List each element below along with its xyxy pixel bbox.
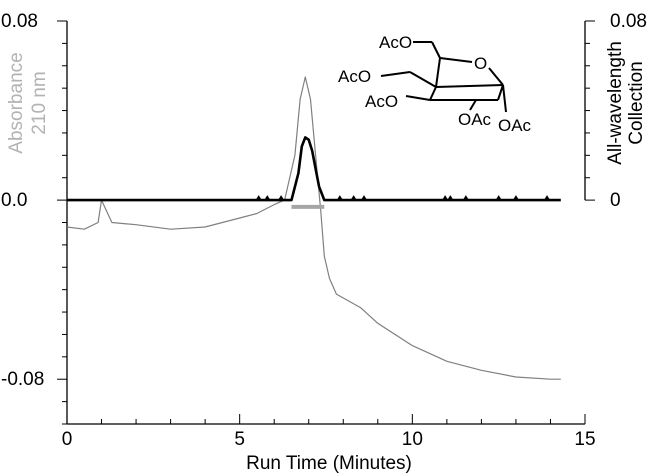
molecule-structure bbox=[380, 41, 507, 113]
bond-c5-o bbox=[439, 57, 473, 63]
y-right-axis-title-line1: All-wavelength bbox=[605, 41, 626, 165]
baseline-marker bbox=[544, 195, 550, 200]
bond-aco-left bbox=[380, 71, 411, 77]
baseline-marker bbox=[278, 195, 284, 200]
label-oac-1: OAc bbox=[458, 110, 492, 129]
label-aco-top: AcO bbox=[379, 33, 412, 52]
y-left-tick-label: -0.08 bbox=[1, 369, 44, 390]
y-right-tick-label: 0 bbox=[610, 190, 621, 211]
baseline-marker bbox=[337, 195, 343, 200]
baseline-marker bbox=[361, 195, 367, 200]
label-ring-o: O bbox=[474, 54, 487, 73]
marker-group bbox=[256, 195, 550, 200]
x-tick-label: 15 bbox=[574, 429, 595, 450]
x-tick-label: 5 bbox=[234, 429, 245, 450]
baseline-marker bbox=[442, 195, 448, 200]
bond-aco-bottom bbox=[405, 95, 431, 101]
bond-c4-c3 bbox=[429, 86, 437, 101]
x-axis-title: Run Time (Minutes) bbox=[246, 453, 412, 473]
y-left-axis-title-line2: 210 nm bbox=[29, 71, 50, 134]
bond-c5-c4 bbox=[435, 57, 441, 88]
absorbance-line bbox=[66, 76, 561, 380]
x-tick-label: 0 bbox=[62, 429, 73, 450]
label-aco-bottom: AcO bbox=[365, 92, 398, 111]
baseline-marker bbox=[264, 195, 270, 200]
collection-line bbox=[67, 136, 561, 202]
y-left-axis-title-line1: Absorbance bbox=[6, 52, 27, 153]
bond-c1-oac bbox=[502, 84, 507, 113]
baseline-marker bbox=[447, 195, 453, 200]
y-right-tick-label: 0.08 bbox=[610, 11, 647, 32]
ticks-group: 0 5 10 15 0.08 0.0 -0.08 0.08 0 bbox=[1, 11, 647, 450]
label-oac-2: OAc bbox=[498, 116, 532, 135]
bond-left-c4 bbox=[409, 71, 437, 88]
y-right-axis-title-line2: Collection bbox=[626, 61, 647, 144]
baseline-marker bbox=[513, 195, 519, 200]
y-left-tick-label: 0.08 bbox=[1, 11, 38, 32]
axes-group bbox=[66, 21, 586, 425]
label-aco-left: AcO bbox=[338, 67, 371, 86]
bond-c4-c1-back bbox=[435, 84, 504, 88]
baseline-marker bbox=[351, 195, 357, 200]
y-left-tick-label: 0.0 bbox=[1, 190, 27, 211]
x-tick-label: 10 bbox=[402, 429, 423, 450]
baseline-marker bbox=[256, 195, 262, 200]
baseline-marker bbox=[463, 195, 469, 200]
bond-c2-oac bbox=[469, 99, 477, 111]
baseline-marker bbox=[496, 195, 502, 200]
bond-ch2-c5 bbox=[431, 41, 441, 59]
bond-c2-c1 bbox=[497, 84, 504, 101]
bond-o-c1 bbox=[488, 67, 504, 86]
series-group bbox=[66, 76, 561, 380]
